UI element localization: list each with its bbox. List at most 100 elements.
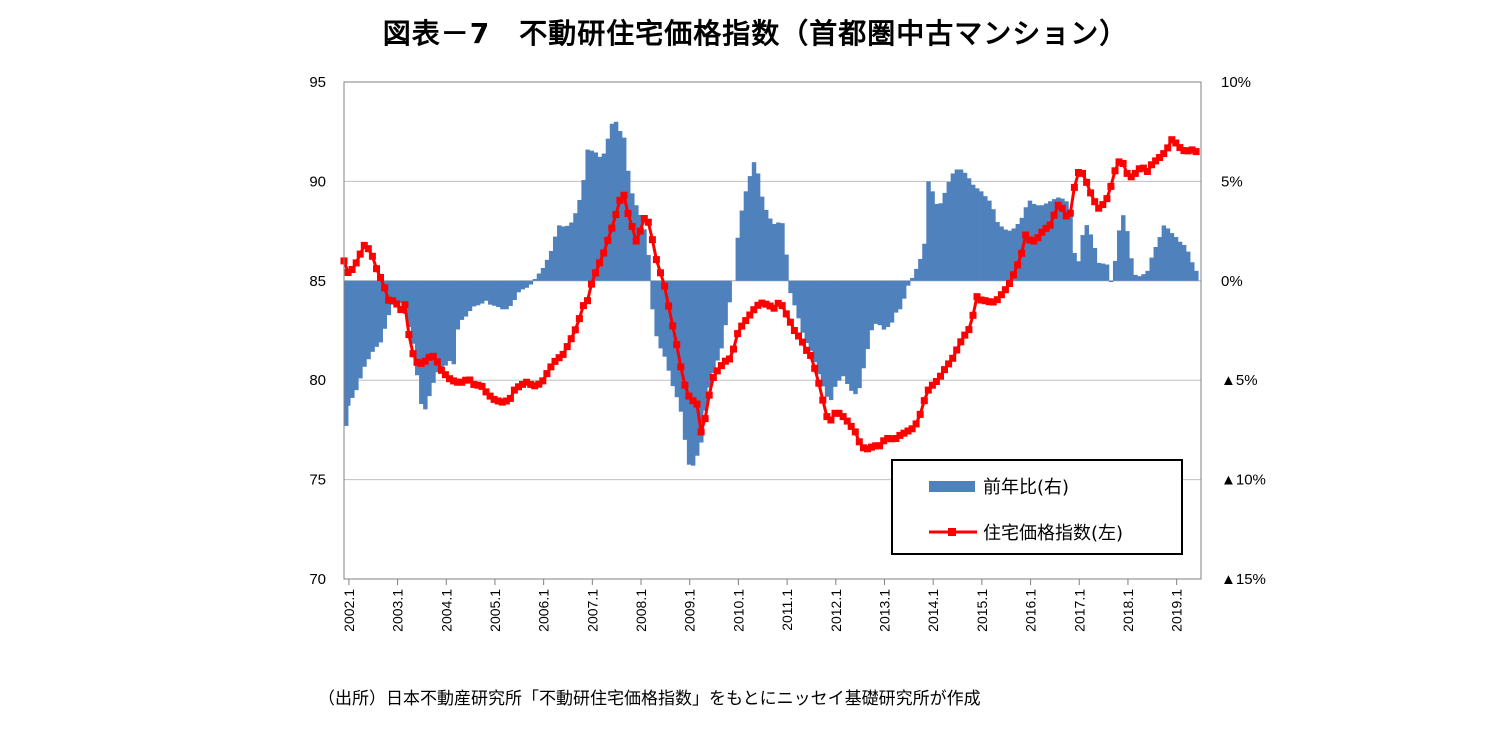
price-index-marker: [1192, 148, 1200, 156]
bar: [496, 280, 501, 308]
price-index-marker: [730, 345, 737, 353]
x-axis-tick-label: 2008.1: [633, 589, 649, 632]
price-index-marker: [575, 315, 583, 323]
bar: [1084, 225, 1089, 281]
bar: [747, 176, 753, 281]
price-index-marker: [1127, 173, 1135, 181]
bar: [406, 280, 412, 328]
bar: [370, 280, 375, 352]
bar: [1185, 251, 1191, 281]
bar: [1137, 276, 1142, 281]
price-index-marker: [348, 266, 356, 273]
bar: [362, 280, 367, 367]
bar: [954, 169, 960, 281]
price-index-marker: [604, 236, 612, 244]
price-index-marker: [1156, 154, 1164, 161]
price-index-marker: [502, 397, 510, 405]
bar: [865, 280, 870, 350]
price-index-marker: [1079, 169, 1086, 177]
bar: [938, 203, 943, 281]
bar: [605, 138, 611, 281]
bar: [1092, 248, 1098, 281]
bar: [467, 280, 473, 312]
bar: [841, 280, 846, 377]
price-index-marker: [823, 413, 831, 421]
price-index-marker: [640, 215, 648, 222]
bar: [763, 209, 769, 281]
bar: [475, 280, 481, 306]
right-axis: 10% 5% 0% ▲5% ▲10% ▲15%: [1221, 74, 1266, 588]
price-index-marker: [876, 442, 884, 450]
bar: [1096, 262, 1102, 281]
bar: [662, 280, 667, 357]
bar: [548, 250, 554, 281]
bar: [398, 280, 404, 303]
bar: [1060, 198, 1065, 281]
legend: 前年比(右) 住宅価格指数(左): [891, 459, 1183, 555]
price-index-marker: [855, 438, 863, 446]
bar: [962, 172, 968, 281]
price-index-marker: [1087, 189, 1095, 197]
bar: [1190, 262, 1195, 281]
price-index-marker: [884, 435, 892, 442]
legend-swatch-bar: [929, 480, 975, 492]
bar: [346, 280, 351, 406]
bar: [1161, 225, 1167, 281]
price-index-marker: [616, 196, 624, 204]
bar: [390, 280, 396, 305]
price-index-marker: [969, 311, 977, 319]
price-index-marker: [1006, 280, 1013, 287]
price-index-marker: [786, 318, 794, 326]
price-index-marker: [766, 302, 774, 310]
x-axis-tick-label: 2014.1: [925, 589, 941, 632]
bar: [557, 225, 562, 281]
price-index-marker: [563, 343, 571, 351]
right-axis-tick-label: ▲5%: [1221, 372, 1258, 389]
bar: [524, 280, 530, 288]
price-index-marker: [924, 386, 932, 394]
bar: [613, 121, 619, 281]
price-index-marker: [437, 366, 445, 374]
price-index-marker: [985, 298, 993, 306]
left-axis-tick-label: 80: [309, 372, 326, 389]
bar: [966, 178, 972, 281]
bar: [589, 150, 594, 281]
bar: [642, 229, 647, 281]
bar: [423, 280, 428, 410]
legend-entry-price-index: 住宅価格指数(左): [893, 517, 1181, 547]
bar: [828, 280, 834, 401]
price-index-marker: [1018, 249, 1026, 257]
bar: [930, 191, 935, 281]
x-axis-tick-label: 2004.1: [438, 589, 454, 632]
bar: [1007, 230, 1012, 281]
price-index-marker: [1095, 204, 1103, 212]
bar: [1068, 211, 1073, 281]
bar: [1181, 245, 1187, 281]
price-index-marker: [450, 377, 458, 385]
bar: [544, 259, 550, 281]
price-index-marker: [652, 256, 660, 264]
price-index-marker: [596, 259, 604, 267]
price-index-marker: [393, 300, 401, 308]
price-index-marker: [1148, 161, 1155, 169]
bar: [910, 277, 915, 281]
price-index-marker: [474, 381, 482, 389]
price-index-marker: [356, 250, 364, 258]
bar: [427, 280, 432, 397]
bar: [666, 280, 672, 371]
bar: [857, 280, 862, 389]
bar: [463, 280, 469, 317]
price-index-marker: [608, 224, 616, 232]
legend-label-yoy: 前年比(右): [983, 477, 1070, 498]
price-index-marker: [458, 378, 466, 386]
price-index-marker: [429, 352, 437, 360]
bar: [845, 280, 850, 384]
bar: [1011, 228, 1016, 281]
price-index-marker: [527, 380, 535, 388]
bar: [1088, 234, 1094, 281]
price-index-marker: [1172, 139, 1180, 147]
price-index-marker: [1014, 261, 1022, 269]
bar: [784, 254, 789, 281]
bar: [695, 280, 700, 456]
price-index-marker: [843, 417, 851, 425]
